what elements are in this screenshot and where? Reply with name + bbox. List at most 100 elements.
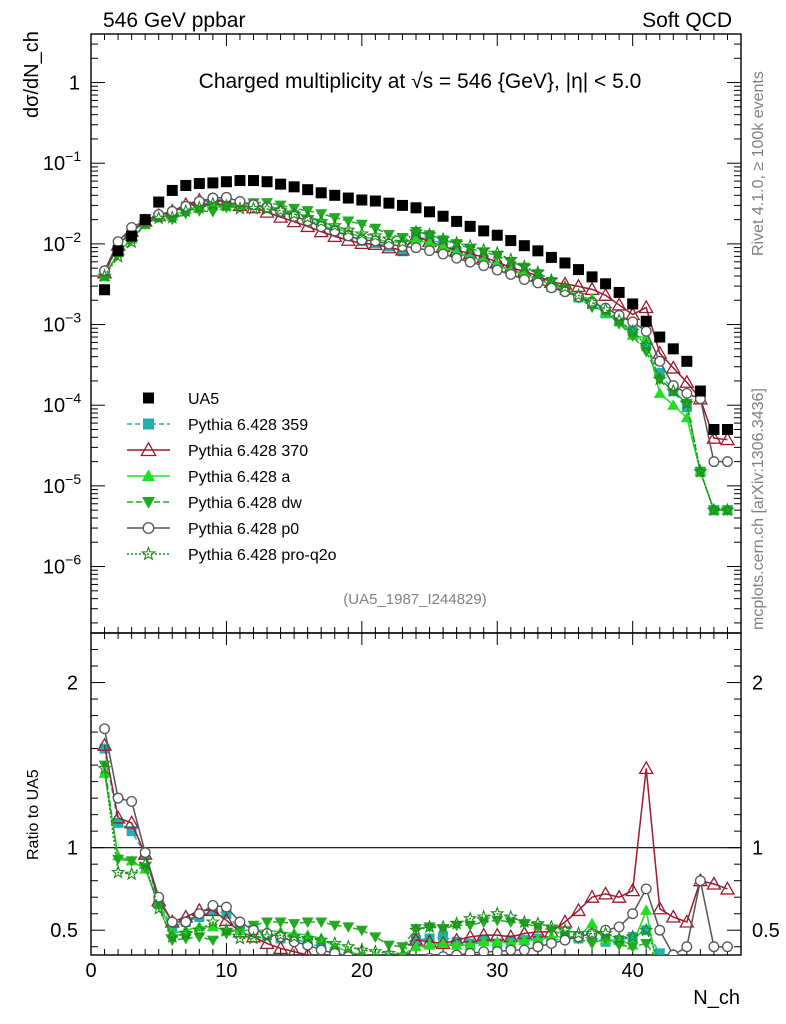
main-point	[476, 242, 491, 257]
legend-marker	[141, 469, 156, 481]
ratio-point	[397, 963, 407, 973]
ratio-point	[639, 922, 654, 937]
legend-label: Pythia 6.428 359	[188, 417, 308, 434]
ratio-point	[125, 856, 138, 867]
ratio-point	[287, 943, 301, 955]
legend-marker	[141, 497, 156, 509]
ua5-data-point	[329, 189, 341, 201]
ratio-point	[682, 963, 692, 973]
main-point	[206, 207, 219, 218]
ratio-point	[342, 922, 355, 933]
ratio-point	[557, 914, 573, 928]
ua5-data-point	[315, 187, 327, 199]
ua5-data-point	[302, 184, 314, 196]
legend-marker	[143, 392, 154, 404]
ua5-data-point	[667, 343, 679, 355]
ratio-y-tick-label: 1	[67, 838, 78, 860]
ratio-point	[681, 974, 693, 985]
main-point	[219, 198, 234, 213]
ratio-point	[272, 940, 289, 955]
ua5-data-point	[153, 196, 165, 208]
ratio-point	[300, 930, 315, 945]
ratio-point	[424, 933, 435, 944]
main-point	[505, 268, 517, 280]
ratio-point	[124, 815, 140, 829]
main-point	[355, 219, 368, 231]
ua5-data-point	[193, 178, 205, 190]
ratio-point	[334, 953, 336, 955]
ratio-series-group	[96, 723, 736, 985]
ratio-point	[422, 919, 437, 934]
ratio-point	[613, 921, 625, 933]
y-tick-label: 10−6	[43, 552, 81, 579]
ratio-point	[530, 915, 546, 930]
ua5-data-point	[424, 206, 436, 218]
axis-ticks: 0 10 20 30 40 1 10−1 10−2 10−3 10−4 10−5 10−6 0.5 0.5…	[43, 33, 780, 982]
ratio-point	[192, 922, 207, 937]
ratio-point	[681, 941, 693, 953]
ratio-point	[654, 948, 665, 955]
legend-marker	[143, 418, 154, 430]
ratio-point	[570, 902, 587, 917]
ratio-point	[314, 932, 329, 947]
ratio-point	[518, 934, 531, 945]
ratio-point	[126, 826, 137, 837]
ratio-point	[369, 932, 382, 943]
ratio-point	[274, 917, 287, 928]
main-point	[654, 355, 666, 367]
ua5-data-point	[451, 215, 463, 227]
ratio-point	[178, 925, 193, 940]
main-point	[205, 196, 221, 210]
main-point	[667, 399, 680, 410]
y-tick-label: 10−4	[43, 390, 81, 417]
x-tick-label: 20	[351, 960, 373, 982]
y-tick-label: 1	[69, 73, 80, 95]
ratio-point	[288, 919, 301, 930]
main-point	[503, 252, 518, 266]
main-point	[422, 227, 437, 241]
ratio-point	[180, 916, 192, 928]
main-point	[491, 264, 503, 276]
ratio-point	[261, 928, 273, 939]
ratio-point	[110, 810, 126, 824]
ratio-point	[597, 886, 614, 900]
ratio-point	[640, 938, 653, 950]
ua5-data-point	[275, 178, 287, 190]
main-point	[639, 337, 654, 352]
ratio-point	[97, 760, 112, 775]
main-point	[342, 230, 354, 242]
ratio-point	[652, 900, 668, 915]
ratio-point	[491, 935, 504, 947]
ua5-data-point	[342, 192, 354, 204]
ratio-point	[315, 944, 327, 955]
ratio-point	[315, 917, 328, 928]
ua5-data-point	[288, 181, 300, 193]
ua5-data-point	[627, 298, 639, 310]
main-point	[532, 277, 544, 289]
ratio-point	[437, 951, 449, 955]
ratio-y-tick-label-right: 2	[752, 673, 763, 695]
ratio-point	[327, 935, 343, 950]
ratio-point	[303, 947, 313, 955]
main-point	[530, 264, 546, 279]
ratio-point	[503, 909, 518, 924]
ratio-point	[531, 934, 544, 945]
ratio-point	[681, 957, 692, 968]
ratio-point	[722, 941, 733, 953]
ratio-point	[667, 949, 679, 955]
ratio-point	[126, 795, 138, 807]
ratio-point	[611, 889, 627, 903]
analysis-id: (UA5_1987_I244829)	[343, 591, 486, 608]
ratio-point	[261, 917, 274, 928]
ua5-data-point	[112, 245, 124, 257]
main-point	[286, 213, 302, 228]
main-point	[449, 235, 464, 250]
ua5-data-point	[573, 264, 584, 276]
x-tick-label: 40	[622, 960, 644, 982]
main-point	[437, 248, 449, 260]
ratio-point	[343, 951, 354, 955]
main-point	[679, 395, 694, 410]
x-axis-label: N_ch	[693, 987, 740, 1009]
main-point	[518, 274, 530, 286]
ratio-point	[138, 856, 153, 871]
